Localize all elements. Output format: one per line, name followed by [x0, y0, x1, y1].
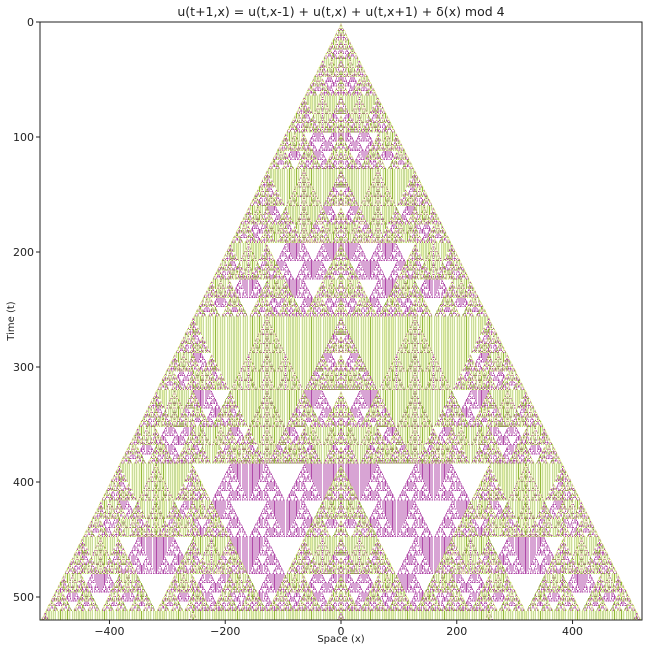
y-tick-label: 500 [13, 591, 34, 604]
y-tick-label: 0 [27, 16, 34, 29]
x-tick-label: 0 [338, 625, 345, 638]
y-tick-label: 100 [13, 131, 34, 144]
automaton-heatmap [40, 22, 642, 620]
x-tick-label: 200 [446, 625, 467, 638]
y-tick-label: 200 [13, 246, 34, 259]
x-axis: −400 −200 0 200 400 [94, 620, 583, 638]
chart-title: u(t+1,x) = u(t,x-1) + u(t,x) + u(t,x+1) … [177, 4, 504, 19]
x-tick-label: −400 [94, 625, 124, 638]
y-axis: 0 100 200 300 400 500 [13, 16, 40, 604]
y-axis-label: Time (t) [6, 301, 17, 341]
y-tick-label: 300 [13, 361, 34, 374]
x-tick-label: −200 [210, 625, 240, 638]
x-tick-label: 400 [562, 625, 583, 638]
x-axis-label: Space (x) [317, 634, 364, 645]
y-tick-label: 400 [13, 476, 34, 489]
